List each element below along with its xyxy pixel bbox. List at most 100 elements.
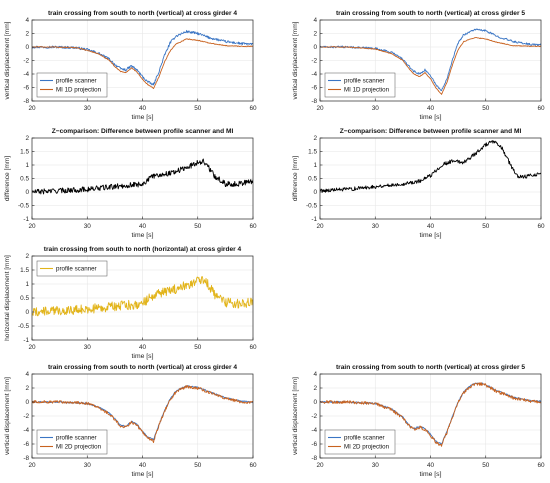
legend-entry: MI 1D projection — [344, 87, 390, 94]
x-tick-label: 60 — [537, 223, 545, 230]
y-tick-label: 0 — [313, 189, 317, 196]
x-tick-label: 20 — [28, 105, 36, 112]
x-tick-label: 40 — [427, 105, 435, 112]
x-tick-label: 50 — [194, 462, 202, 469]
y-tick-label: -8 — [23, 455, 29, 462]
x-axis-label: time [s] — [132, 353, 154, 360]
y-tick-label: 0 — [25, 44, 29, 51]
series-group — [32, 276, 253, 317]
chart-panel-3: 20 30 40 50 60 -1 -0.5 0 0.5 1 1.5 2 Z−comparison: D… — [4, 128, 257, 239]
series-line-mi-1d-projection — [320, 37, 541, 95]
x-axis-label: time [s] — [420, 232, 442, 239]
y-tick-label: 0.5 — [308, 176, 317, 183]
x-tick-label: 50 — [482, 462, 490, 469]
x-tick-label: 50 — [194, 344, 202, 351]
x-tick-label: 30 — [84, 462, 92, 469]
x-tick-label: 50 — [482, 105, 490, 112]
legend-box — [324, 429, 396, 455]
y-tick-label: -8 — [311, 455, 317, 462]
series-line-mi-2d-projection — [32, 385, 253, 444]
y-tick-label: -4 — [23, 427, 29, 434]
y-tick-label: 1 — [25, 281, 29, 288]
series-group — [32, 385, 253, 444]
legend: profile scanner MI 2D projection — [36, 429, 108, 455]
y-tick-label: 2 — [313, 385, 317, 392]
legend-entry: profile scanner — [56, 266, 97, 273]
y-tick-label: 2 — [25, 385, 29, 392]
x-tick-label: 40 — [139, 462, 147, 469]
y-tick-label: -4 — [311, 71, 317, 78]
y-tick-label: -6 — [23, 85, 29, 92]
y-tick-label: 2 — [25, 253, 29, 260]
chart-title: train crossing from south to north (hori… — [44, 246, 242, 253]
y-axis-label: difference [mm] — [4, 156, 11, 201]
legend: profile scanner MI 1D projection — [324, 72, 396, 98]
legend: profile scanner MI 2D projection — [324, 429, 396, 455]
y-tick-label: 0.5 — [20, 295, 29, 302]
y-axis-label: vertical displacement [mm] — [292, 21, 299, 99]
legend-entry: MI 2D projection — [56, 444, 102, 451]
y-tick-label: 0 — [25, 399, 29, 406]
x-tick-label: 50 — [194, 105, 202, 112]
x-tick-label: 60 — [537, 105, 545, 112]
series-line-difference — [320, 140, 541, 193]
x-axis-label: time [s] — [420, 471, 442, 478]
y-tick-label: 2 — [313, 31, 317, 38]
y-tick-label: -2 — [23, 58, 29, 65]
chart-panel-7: 20 30 40 50 60 -8 -6 -4 -2 0 2 4 train crossing from… — [292, 364, 545, 478]
x-tick-label: 20 — [28, 462, 36, 469]
y-tick-label: -0.5 — [18, 323, 29, 330]
y-tick-label: 4 — [25, 17, 29, 24]
series-line-profile-scanner — [32, 29, 253, 86]
y-axis-label: vertical displacement [mm] — [4, 377, 11, 455]
x-tick-label: 40 — [427, 223, 435, 230]
x-tick-label: 30 — [372, 223, 380, 230]
x-tick-label: 20 — [316, 223, 324, 230]
y-tick-label: -4 — [23, 71, 29, 78]
y-tick-label: -1 — [23, 337, 29, 344]
x-tick-label: 60 — [249, 344, 257, 351]
x-tick-label: 60 — [249, 105, 257, 112]
series-group — [320, 28, 541, 95]
chart-panel-6: 20 30 40 50 60 -8 -6 -4 -2 0 2 4 train crossing from… — [4, 364, 257, 478]
y-tick-label: -1 — [311, 216, 317, 223]
x-tick-label: 50 — [194, 223, 202, 230]
y-axis-label: horizontal displacement [mm] — [4, 255, 11, 341]
x-tick-label: 20 — [28, 223, 36, 230]
chart-title: train crossing from south to north (vert… — [48, 10, 237, 17]
x-tick-label: 30 — [84, 223, 92, 230]
y-tick-label: -4 — [311, 427, 317, 434]
y-tick-label: -6 — [23, 441, 29, 448]
y-axis-label: vertical displacement [mm] — [292, 377, 299, 455]
legend-entry: profile scanner — [56, 78, 97, 85]
x-axis-label: time [s] — [132, 114, 154, 121]
chart-panel-4: 20 30 40 50 60 -1 -0.5 0 0.5 1 1.5 2 Z−comparison: D… — [292, 128, 545, 239]
y-tick-label: 1 — [313, 162, 317, 169]
chart-title: train crossing from south to north (vert… — [336, 364, 525, 371]
y-tick-label: 2 — [313, 135, 317, 142]
y-tick-label: -0.5 — [18, 203, 29, 210]
y-tick-label: 0 — [313, 44, 317, 51]
x-tick-label: 40 — [139, 105, 147, 112]
y-tick-label: 1.5 — [308, 149, 317, 156]
legend: profile scanner MI 1D projection — [36, 72, 108, 98]
x-tick-label: 30 — [84, 105, 92, 112]
y-tick-label: 0 — [25, 309, 29, 316]
x-axis-label: time [s] — [420, 114, 442, 121]
x-tick-label: 30 — [84, 344, 92, 351]
y-tick-label: -2 — [311, 413, 317, 420]
x-axis-label: time [s] — [132, 471, 154, 478]
legend-box — [36, 429, 108, 455]
series-line-difference — [32, 158, 253, 195]
y-tick-label: -6 — [311, 85, 317, 92]
legend: profile scanner — [36, 260, 108, 277]
y-tick-label: 2 — [25, 31, 29, 38]
chart-title: train crossing from south to north (vert… — [48, 364, 237, 371]
x-tick-label: 40 — [139, 223, 147, 230]
series-line-mi-1d-projection — [32, 38, 253, 89]
legend-entry: MI 1D projection — [56, 87, 102, 94]
x-tick-label: 50 — [482, 223, 490, 230]
chart-title: train crossing from south to north (vert… — [336, 10, 525, 17]
x-tick-label: 60 — [249, 462, 257, 469]
